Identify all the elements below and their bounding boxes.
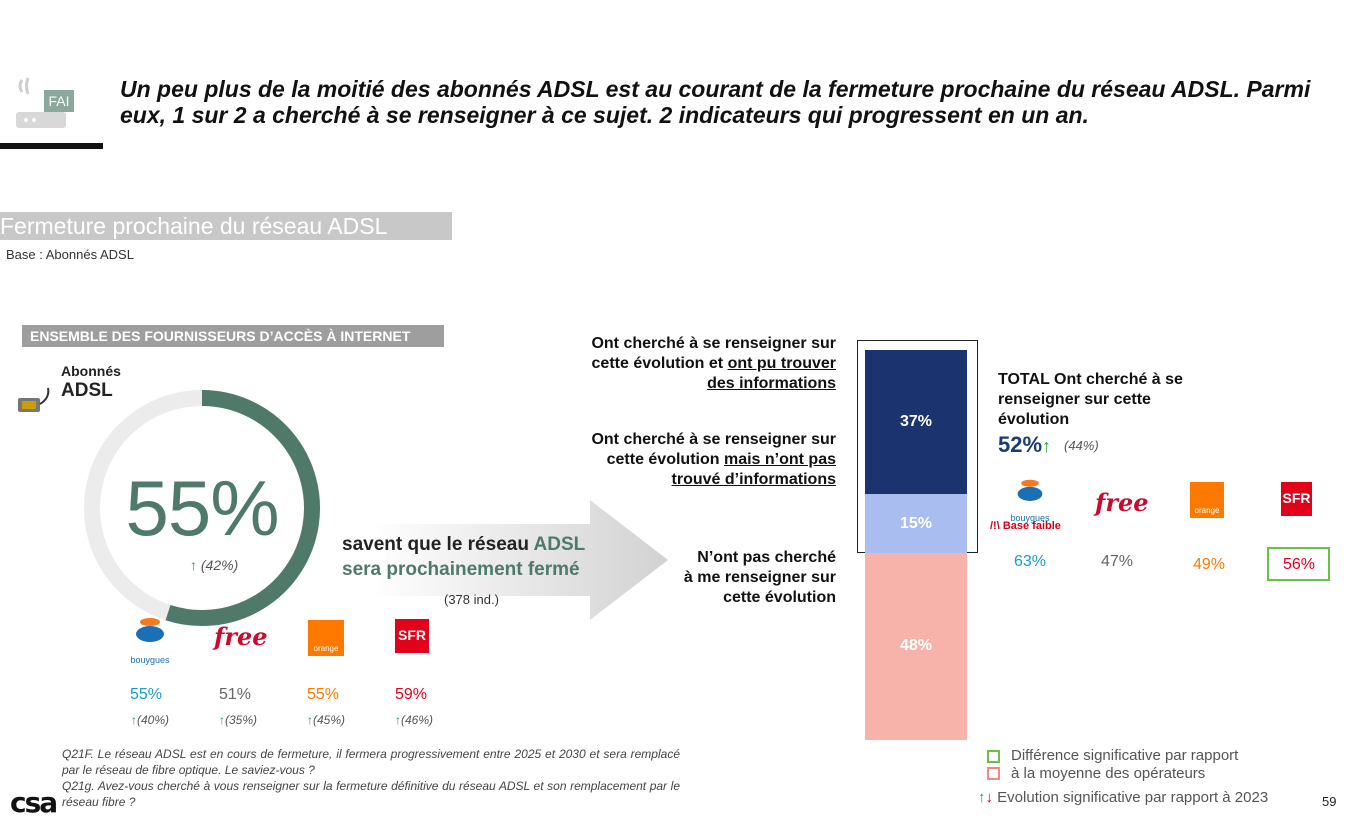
label-notsearched-line3: cette évolution — [723, 589, 836, 606]
bouygues-total-value: 63% — [1014, 553, 1047, 570]
section-title: Fermeture prochaine du réseau ADSL — [0, 213, 388, 239]
legend-green-box — [987, 750, 1000, 763]
bar-label-not-found: 15% — [899, 514, 933, 532]
fai-badge: FAI — [44, 90, 74, 112]
csa-logo: csa — [10, 786, 58, 816]
bar-label-found: 37% — [899, 413, 933, 431]
up-arrow-icon: ↑ — [978, 789, 986, 806]
free-prev-value: (35%) — [225, 713, 258, 727]
free-logo: free — [214, 622, 268, 651]
down-arrow-icon: ↓ — [985, 789, 994, 806]
label-found-line3: des informations — [707, 375, 836, 392]
main-previous: ↑ (42%) — [190, 557, 238, 573]
label-not-searched: N’ont pas cherché à me renseigner sur ce… — [540, 548, 836, 608]
orange-prev-value: (45%) — [313, 713, 346, 727]
adsl-connector-icon — [18, 387, 50, 412]
base-faible-warning: /!\ Base faible — [990, 520, 1061, 532]
legend-line2: à la moyenne des opérateurs — [1011, 765, 1206, 782]
sfr-logo: SFR — [395, 619, 429, 653]
free-value: 51% — [219, 686, 252, 703]
bouygues-prev-value: (40%) — [137, 713, 170, 727]
main-prev-value: (42%) — [200, 557, 239, 573]
bouygues-icon — [1017, 479, 1043, 501]
sfr-value: 59% — [395, 686, 428, 703]
label-notsearched-line1: N’ont pas cherché — [697, 549, 836, 566]
bouygues-logo: bouygues — [128, 616, 172, 665]
up-arrow-icon: ↑ — [307, 713, 313, 727]
up-arrow-icon: ↑ — [190, 557, 197, 573]
savent-text: savent que le réseau ADSL sera prochaine… — [342, 532, 585, 582]
legend-line1: Différence significative par rapport — [1011, 747, 1239, 764]
bouygues-prev: ↑(40%) — [131, 713, 169, 727]
orange-prev: ↑(45%) — [307, 713, 345, 727]
total-prev: (44%) — [1064, 438, 1099, 453]
sfr-total-value: 56% — [1283, 556, 1316, 573]
legend-red-box — [987, 767, 1000, 780]
legend-line3: Evolution significative par rapport à 20… — [997, 789, 1269, 806]
label-notfound-line3: trouvé d’informations — [671, 471, 836, 488]
up-arrow-icon: ↑ — [219, 713, 225, 727]
bouygues-icon — [136, 618, 164, 642]
savent-part2: ADSL — [533, 534, 586, 555]
footnote-q2: Q21g. Avez-vous cherché à vous renseigne… — [62, 779, 680, 809]
total-value: 52%↑ — [998, 432, 1051, 458]
panel-title: ENSEMBLE DES FOURNISSEURS D’ACCÈS À INTE… — [22, 325, 444, 347]
adsl-label: ADSL — [61, 380, 113, 401]
donut-arc — [165, 390, 320, 626]
grey-arrow-shape — [370, 500, 668, 620]
label-notfound-line1: Ont cherché à se renseigner sur — [591, 431, 836, 448]
bouygues-value: 55% — [130, 686, 163, 703]
bouygues-logo-text: bouygues — [130, 655, 170, 665]
total-label: TOTAL Ont cherché à se renseigner sur ce… — [998, 371, 1183, 428]
orange-logo: orange — [308, 620, 344, 656]
footnote: Q21F. Le réseau ADSL est en cours de fer… — [62, 746, 680, 810]
orange-logo-right: orange — [1190, 482, 1224, 518]
main-percentage: 55% — [125, 464, 279, 552]
page-title: Un peu plus de la moitié des abonnés ADS… — [120, 76, 1311, 128]
sample-size: (378 ind.) — [444, 592, 499, 607]
bar-segment-found: 37% — [865, 350, 967, 495]
base-label: Base : Abonnés ADSL — [6, 247, 134, 262]
significance-box-sfr — [1267, 547, 1330, 581]
bouygues-logo-right: bouygues — [1008, 478, 1052, 523]
up-arrow-icon: ↑ — [395, 713, 401, 727]
label-not-found-info: Ont cherché à se renseigner sur cette év… — [540, 430, 836, 490]
savent-line2: sera prochainement fermé — [342, 559, 580, 580]
sfr-prev: ↑(46%) — [395, 713, 433, 727]
donut-chart — [84, 390, 320, 626]
footnote-q1: Q21F. Le réseau ADSL est en cours de fer… — [62, 747, 680, 777]
bar-label-not-searched: 48% — [899, 637, 933, 655]
bar-segment-not-searched: 48% — [865, 552, 967, 740]
bouygues-logo-right-text: bouygues — [1010, 513, 1050, 523]
savent-part1: savent que le réseau — [342, 534, 534, 555]
abonnes-label: Abonnés — [61, 363, 121, 379]
label-notfound-line2a: cette évolution — [606, 451, 724, 468]
label-notfound-line2b: mais n’ont pas — [723, 451, 836, 468]
label-found-line1: Ont cherché à se renseigner sur — [591, 335, 836, 352]
router-icon — [16, 77, 66, 128]
header-rule — [0, 143, 103, 149]
label-found-line2b: ont pu trouver — [727, 355, 836, 372]
page-number: 59 — [1322, 794, 1337, 809]
total-value-number: 52% — [998, 432, 1043, 457]
orange-value: 55% — [307, 686, 340, 703]
label-found-info: Ont cherché à se renseigner sur cette év… — [540, 334, 836, 394]
free-total-value: 47% — [1101, 553, 1134, 570]
up-arrow-icon: ↑ — [1042, 436, 1052, 456]
legend-evolution: ↑↓ Evolution significative par rapport à… — [978, 789, 1268, 806]
section-band — [0, 212, 452, 240]
label-notsearched-line2: à me renseigner sur — [683, 569, 836, 586]
sfr-logo-right: SFR — [1281, 482, 1312, 516]
sfr-prev-value: (46%) — [401, 713, 434, 727]
free-logo-right: free — [1095, 488, 1149, 517]
orange-total-value: 49% — [1193, 556, 1226, 573]
up-arrow-icon: ↑ — [131, 713, 137, 727]
free-prev: ↑(35%) — [219, 713, 257, 727]
bar-segment-not-found: 15% — [865, 494, 967, 553]
label-found-line2a: cette évolution et — [591, 355, 728, 372]
